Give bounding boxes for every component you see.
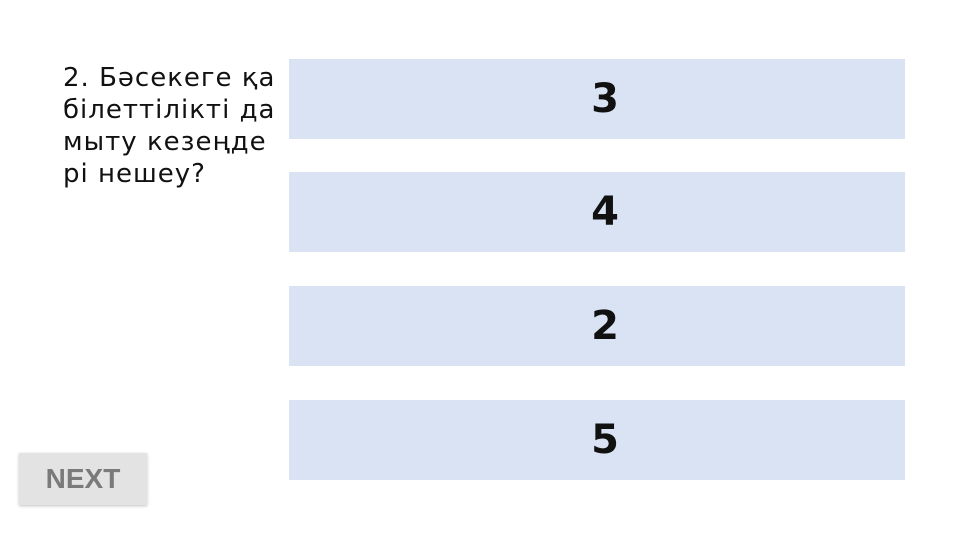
- question-text: 2. Бәсекеге қабілеттілікті дамыту кезеңд…: [63, 63, 276, 189]
- next-button[interactable]: NEXT: [19, 453, 147, 505]
- answer-label: 5: [591, 417, 619, 463]
- answer-option-1[interactable]: 3: [289, 59, 905, 139]
- answer-label: 2: [591, 303, 619, 349]
- answer-label: 3: [591, 76, 619, 122]
- answer-option-3[interactable]: 2: [289, 286, 905, 366]
- answer-label: 4: [591, 189, 619, 235]
- answer-option-2[interactable]: 4: [289, 172, 905, 252]
- answer-option-4[interactable]: 5: [289, 400, 905, 480]
